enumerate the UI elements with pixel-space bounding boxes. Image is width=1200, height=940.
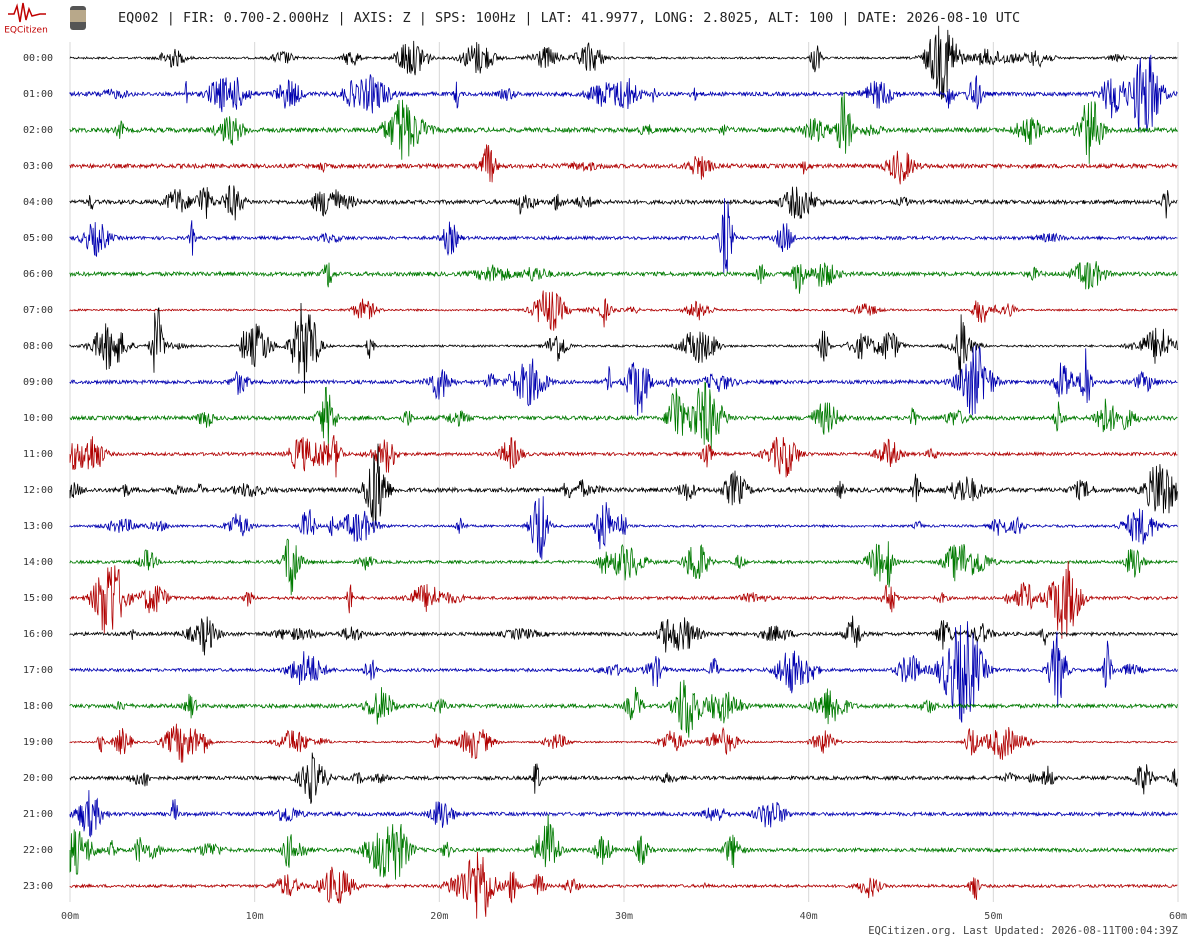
row-label: 07:00: [23, 305, 53, 316]
footer: EQCitizen.org. Last Updated: 2026-08-11T…: [868, 925, 1178, 937]
row-label: 04:00: [23, 197, 53, 208]
x-tick-label: 40m: [800, 911, 818, 922]
row-label: 11:00: [23, 449, 53, 460]
trace: [69, 752, 1178, 804]
trace: [69, 560, 1178, 639]
x-tick-label: 30m: [615, 911, 633, 922]
row-label: 23:00: [23, 881, 53, 892]
trace: [69, 261, 1178, 294]
row-label: 20:00: [23, 773, 53, 784]
row-label: 03:00: [23, 161, 53, 172]
trace: [69, 790, 1178, 838]
row-label: 01:00: [23, 89, 53, 100]
row-label: 15:00: [23, 593, 53, 604]
row-label: 06:00: [23, 269, 53, 280]
x-tick-label: 50m: [984, 911, 1002, 922]
trace: [69, 615, 1178, 656]
row-label: 09:00: [23, 377, 53, 388]
trace: [69, 851, 1178, 919]
trace: [69, 434, 1178, 478]
trace: [69, 184, 1178, 221]
trace: [69, 198, 1178, 274]
trace: [69, 381, 1178, 450]
row-label: 17:00: [23, 665, 53, 676]
row-label: 22:00: [23, 845, 53, 856]
row-label: 12:00: [23, 485, 53, 496]
trace: [69, 144, 1178, 185]
row-label: 19:00: [23, 737, 53, 748]
trace: [69, 302, 1178, 394]
row-label: 00:00: [23, 53, 53, 64]
trace: [69, 814, 1178, 880]
trace: [69, 92, 1178, 164]
logo-icon: [8, 2, 86, 30]
row-label: 05:00: [23, 233, 53, 244]
trace: [69, 621, 1178, 723]
logo-text: EQCitizen: [4, 26, 48, 36]
row-label: 02:00: [23, 125, 53, 136]
x-tick-label: 10m: [246, 911, 264, 922]
trace: [69, 496, 1178, 560]
trace: [69, 538, 1178, 596]
trace: [69, 723, 1178, 763]
row-label: 21:00: [23, 809, 53, 820]
row-label: 10:00: [23, 413, 53, 424]
x-tick-label: 00m: [61, 911, 79, 922]
x-tick-label: 20m: [430, 911, 448, 922]
trace: [69, 290, 1178, 331]
row-label: 08:00: [23, 341, 53, 352]
chart-title: EQ002 | FIR: 0.700-2.000Hz | AXIS: Z | S…: [118, 10, 1020, 26]
row-label: 18:00: [23, 701, 53, 712]
trace: [69, 443, 1178, 529]
row-label: 16:00: [23, 629, 53, 640]
x-tick-label: 60m: [1169, 911, 1187, 922]
trace: [69, 54, 1178, 133]
trace: [69, 25, 1178, 100]
row-label: 14:00: [23, 557, 53, 568]
trace: [69, 679, 1178, 738]
row-label: 13:00: [23, 521, 53, 532]
trace: [69, 344, 1178, 416]
